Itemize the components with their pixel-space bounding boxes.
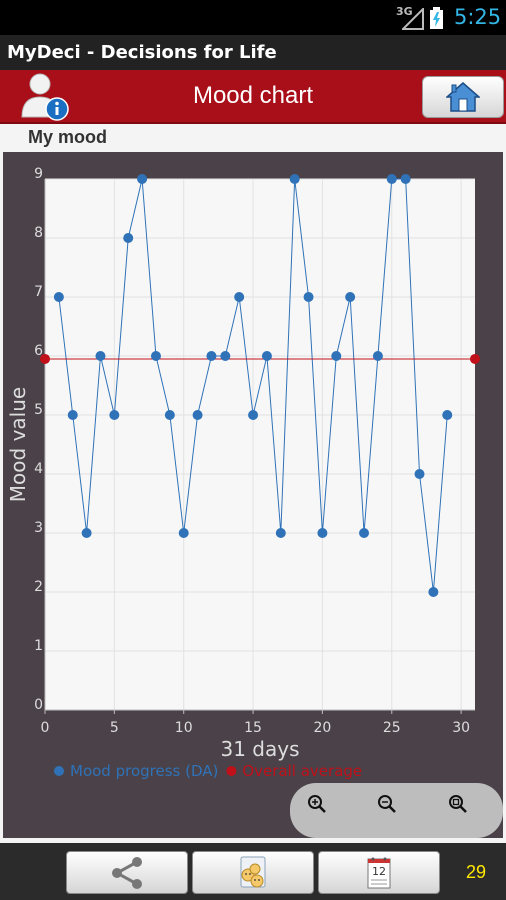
calendar-icon: 12	[367, 857, 391, 888]
y-tick-label: 3	[34, 520, 43, 536]
y-tick-label: 4	[34, 461, 43, 477]
app-title: MyDeci - Decisions for Life	[7, 42, 277, 63]
zoom-controls	[290, 783, 503, 838]
y-tick-label: 5	[34, 402, 43, 418]
mood-point	[359, 528, 370, 538]
mood-point	[123, 233, 134, 243]
user-info-icon[interactable]	[20, 71, 70, 121]
page-title: Mood chart	[192, 82, 314, 109]
x-tick-label: 20	[314, 720, 332, 736]
legend-marker-average	[226, 766, 237, 776]
mood-point	[67, 410, 78, 420]
x-tick-label: 30	[452, 720, 470, 736]
mood-point	[137, 174, 148, 184]
home-icon	[446, 82, 480, 112]
y-tick-label: 2	[34, 579, 43, 595]
zoom-reset-icon[interactable]	[447, 793, 469, 815]
share-icon	[112, 856, 142, 889]
mood-point	[150, 351, 161, 361]
mood-point	[109, 410, 120, 420]
signal-icon	[402, 8, 424, 30]
plot-area	[45, 179, 475, 710]
mood-point	[53, 292, 64, 302]
bottom-action-bar: 12 29	[0, 843, 506, 900]
share-button[interactable]	[66, 851, 188, 894]
mood-point	[234, 292, 245, 302]
mood-point	[442, 410, 453, 420]
clock: 5:25	[454, 5, 502, 29]
y-tick-label: 6	[34, 343, 43, 359]
home-button[interactable]	[422, 76, 504, 118]
mood-point	[164, 410, 175, 420]
x-tick-label: 0	[41, 720, 50, 736]
header: Mood chart	[0, 70, 506, 124]
mood-point	[261, 351, 272, 361]
y-tick-label: 7	[34, 284, 43, 300]
app-title-bar: MyDeci - Decisions for Life	[0, 35, 506, 70]
calendar-day: 12	[372, 865, 386, 878]
y-tick-label: 9	[34, 166, 43, 182]
x-tick-label: 10	[175, 720, 193, 736]
mood-point	[372, 351, 383, 361]
x-tick-label: 25	[383, 720, 401, 736]
mood-point	[428, 587, 439, 597]
mood-point	[400, 174, 411, 184]
mood-point	[95, 351, 106, 361]
mood-point	[317, 528, 328, 538]
calendar-button[interactable]: 12	[318, 851, 440, 894]
entry-count: 29	[466, 862, 487, 882]
mood-chart: 0 1 2 3 4 5 6 7 8 9 0 5 10 15 20 25 30 31 days Mood value …	[3, 152, 503, 838]
section-title: My mood	[28, 127, 107, 147]
y-tick-label: 8	[34, 225, 43, 241]
mood-point	[289, 174, 300, 184]
mood-point	[220, 351, 231, 361]
legend-label-average: Overall average	[242, 762, 362, 780]
legend-label-mood: Mood progress (DA)	[70, 762, 218, 780]
section-header: My mood	[0, 124, 506, 150]
mood-point	[192, 410, 203, 420]
legend-marker-mood	[54, 766, 64, 776]
mood-point	[275, 528, 286, 538]
mood-point	[206, 351, 217, 361]
mood-point	[345, 292, 356, 302]
average-point	[470, 353, 480, 364]
x-tick-label: 5	[110, 720, 119, 736]
mood-point	[178, 528, 189, 538]
x-tick-label: 15	[244, 720, 262, 736]
x-axis-title: 31 days	[220, 737, 299, 761]
y-tick-label: 0	[34, 697, 43, 713]
network-type: 3G	[396, 5, 413, 18]
status-bar: 3G 5:25	[0, 0, 506, 35]
mood-point	[303, 292, 314, 302]
y-axis-title: Mood value	[6, 387, 30, 502]
mood-point	[414, 469, 425, 479]
zoom-out-icon[interactable]	[376, 793, 398, 815]
mood-list-icon	[240, 856, 266, 887]
zoom-in-icon[interactable]	[306, 793, 328, 815]
mood-point	[81, 528, 92, 538]
y-tick-label: 1	[34, 638, 43, 654]
mood-point	[248, 410, 259, 420]
mood-point	[331, 351, 342, 361]
average-point	[40, 353, 50, 364]
mood-point	[386, 174, 397, 184]
mood-list-button[interactable]	[192, 851, 314, 894]
battery-icon	[430, 7, 443, 29]
